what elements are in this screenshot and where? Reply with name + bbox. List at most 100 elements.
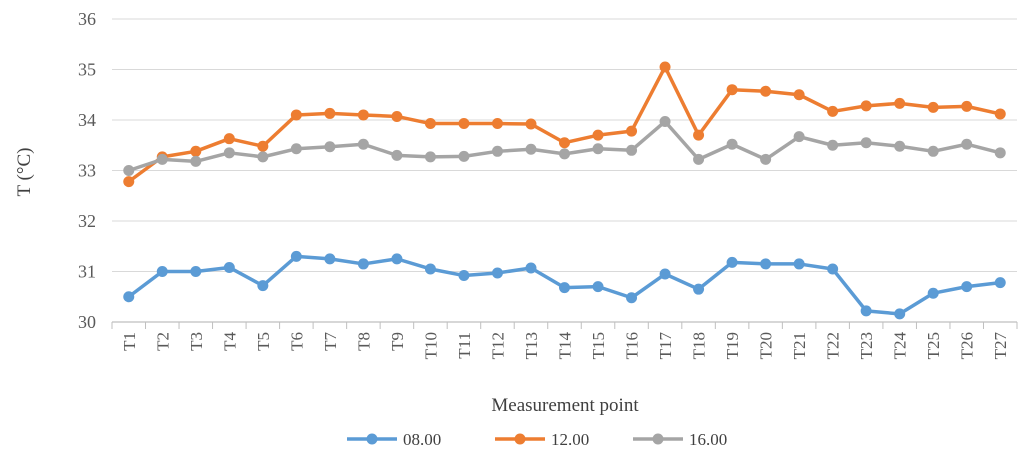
data-point (223, 147, 235, 159)
data-point (659, 116, 671, 128)
data-point (491, 145, 503, 157)
data-point (290, 109, 302, 121)
data-point (391, 253, 403, 265)
data-point (693, 129, 705, 141)
x-tick-label: T26 (958, 332, 977, 359)
data-point (927, 101, 939, 113)
x-tick-label: T17 (656, 332, 675, 360)
data-point (894, 140, 906, 152)
y-axis-title: T (°C) (14, 148, 35, 197)
x-tick-label: T16 (623, 332, 642, 359)
data-point (793, 258, 805, 270)
data-point (190, 145, 202, 157)
data-point (760, 258, 772, 270)
data-point (491, 267, 503, 279)
x-tick-label: T9 (388, 332, 407, 351)
x-tick-label: T25 (924, 332, 943, 359)
data-point (290, 143, 302, 155)
y-tick-label: 32 (78, 211, 96, 231)
data-point (693, 283, 705, 295)
data-point (424, 263, 436, 275)
x-axis-title: Measurement point (491, 395, 639, 416)
x-tick-label: T4 (220, 332, 239, 351)
x-tick-label: T12 (488, 332, 507, 359)
data-point (324, 141, 336, 153)
legend-label: 12.00 (551, 430, 589, 449)
data-point (156, 266, 168, 277)
data-point (592, 281, 604, 293)
data-point (223, 133, 235, 145)
series-16.00 (123, 116, 1006, 176)
data-point (190, 266, 202, 277)
data-point (525, 143, 537, 155)
data-point (726, 138, 738, 150)
x-tick-label: T7 (321, 332, 340, 351)
data-point (894, 308, 906, 320)
series-line (127, 65, 1001, 184)
legend-swatch-marker (366, 433, 378, 445)
series-12.00 (123, 61, 1006, 188)
data-point (357, 138, 369, 150)
y-tick-label: 31 (78, 262, 96, 282)
data-point (458, 270, 470, 282)
data-point (391, 110, 403, 122)
data-point (156, 153, 168, 165)
data-point (357, 109, 369, 121)
x-tick-label: T19 (723, 332, 742, 359)
x-tick-label: T21 (790, 332, 809, 359)
data-point (626, 125, 638, 137)
x-tick-label: T23 (857, 332, 876, 359)
data-point (961, 281, 973, 293)
x-tick-label: T6 (287, 332, 306, 351)
data-point (860, 137, 872, 149)
data-point (592, 129, 604, 141)
x-tick-label: T8 (354, 332, 373, 351)
data-point (525, 118, 537, 130)
data-point (860, 305, 872, 317)
y-tick-label: 34 (78, 110, 96, 130)
data-point (424, 151, 436, 163)
series-group (123, 61, 1006, 320)
data-point (559, 148, 570, 160)
legend-label: 08.00 (403, 430, 441, 449)
y-axis-ticks: 30 31 32 33 34 35 36 (78, 9, 96, 332)
data-point (726, 256, 738, 268)
y-tick-label: 30 (78, 312, 96, 332)
data-point (257, 140, 269, 152)
x-tick-label: T1 (120, 332, 139, 351)
data-point (927, 287, 939, 299)
x-tick-label: T15 (589, 332, 608, 359)
data-point (827, 263, 839, 275)
data-point (827, 139, 839, 151)
data-point (559, 282, 570, 294)
data-point (827, 105, 839, 117)
x-tick-label: T13 (522, 332, 541, 359)
data-point (458, 118, 470, 130)
x-tick-label: T18 (690, 332, 709, 359)
legend-label: 16.00 (689, 430, 727, 449)
gridlines (112, 18, 1017, 272)
data-point (760, 153, 772, 165)
data-point (626, 144, 638, 156)
series-08.00 (123, 250, 1006, 320)
x-tick-label: T20 (757, 332, 776, 359)
y-tick-label: 35 (78, 60, 96, 80)
data-point (257, 280, 269, 292)
x-tick-label: T2 (153, 332, 172, 351)
data-point (491, 118, 503, 130)
x-tick-label: T3 (187, 332, 206, 351)
data-point (190, 155, 202, 167)
x-axis: T1 T2 T3 T4 T5 T6 T7 T8 T9 T10 T11 T12 T13 T14 T15 T16 T… (111, 321, 1018, 360)
y-tick-label: 36 (78, 9, 96, 29)
data-point (123, 291, 135, 303)
x-tick-label: T5 (254, 332, 273, 351)
legend: 08.00 12.00 16.00 (347, 430, 727, 449)
data-point (659, 268, 671, 280)
data-point (391, 149, 403, 161)
legend-swatch-marker (514, 433, 526, 445)
data-point (626, 292, 638, 304)
x-tick-label: T14 (556, 332, 575, 360)
x-tick-label: T10 (421, 332, 440, 359)
data-point (123, 165, 135, 176)
data-point (458, 150, 470, 162)
